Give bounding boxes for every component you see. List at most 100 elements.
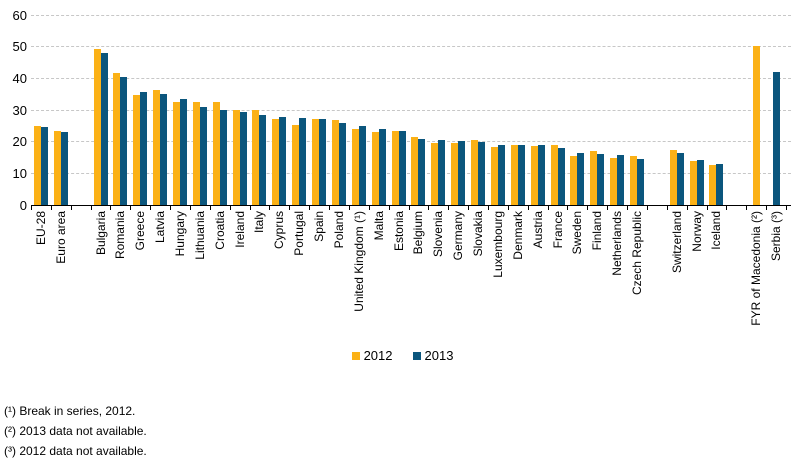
x-axis-tick-33 [686, 206, 688, 210]
bar-2012-15 [351, 128, 359, 205]
category-label-20: Germany [451, 211, 466, 261]
x-axis-tick-12 [269, 206, 271, 210]
bar-2013-11 [279, 116, 287, 205]
y-axis-label-30: 30 [12, 102, 27, 118]
x-axis-tick-34 [706, 206, 708, 210]
legend-item-2013: 2013 [412, 348, 454, 363]
bar-2013-12 [299, 117, 307, 205]
bar-2013-13 [319, 118, 327, 205]
x-axis-tick-27 [567, 206, 569, 210]
bar-2013-3 [120, 77, 128, 205]
bar-2013-28 [617, 154, 625, 205]
bar-2012-10 [252, 110, 260, 205]
gridline-50 [31, 46, 791, 48]
bar-2013-0 [40, 127, 48, 205]
bar-2012-29 [629, 156, 637, 205]
x-axis-tick-10 [229, 206, 231, 210]
footnotes: (¹) Break in series, 2012. (²) 2013 data… [4, 401, 147, 461]
legend-swatch-2012 [351, 351, 360, 360]
bar-2012-4 [133, 95, 141, 205]
bar-2012-11 [272, 119, 280, 205]
gridline-10 [31, 172, 791, 174]
bar-2013-27 [597, 154, 605, 205]
bar-2013-20 [458, 140, 466, 205]
category-label-33: FYR of Macedonia (²) [749, 211, 764, 326]
y-axis-label-10: 10 [12, 165, 27, 181]
y-axis-label-0: 0 [19, 197, 27, 213]
y-axis-label-20: 20 [12, 134, 27, 150]
x-axis-tick-19 [408, 206, 410, 210]
x-axis-tick-20 [428, 206, 430, 210]
bar-2012-5 [153, 90, 161, 205]
bar-2012-24 [530, 146, 538, 205]
bar-2012-18 [411, 136, 419, 205]
category-label-1: Euro area [53, 211, 68, 264]
x-axis-tick-7 [170, 206, 172, 210]
x-axis-tick-23 [487, 206, 489, 210]
category-label-23: Denmark [510, 211, 525, 260]
category-label-29: Czech Republic [629, 211, 644, 296]
category-label-0: EU-28 [33, 211, 48, 246]
category-label-13: Spain [312, 211, 327, 242]
bar-2013-10 [259, 115, 267, 205]
category-label-14: Poland [331, 211, 346, 249]
legend-swatch-2013 [412, 351, 421, 360]
category-label-2: Bulgaria [93, 211, 108, 256]
bar-2012-17 [391, 130, 399, 205]
category-label-30: Switzerland [669, 211, 684, 274]
x-axis-tick-28 [587, 206, 589, 210]
gridline-30 [31, 109, 791, 111]
gridline-60 [31, 14, 791, 16]
bar-2012-30 [669, 149, 677, 205]
category-label-6: Hungary [173, 211, 187, 257]
category-label-34: Serbia (³) [769, 211, 784, 262]
x-axis-tick-30 [627, 206, 629, 210]
x-axis-tick-35 [726, 206, 728, 210]
bar-2013-23 [517, 145, 525, 205]
footnote-2: (²) 2013 data not available. [4, 424, 147, 438]
category-label-10: Italy [252, 211, 267, 234]
footnote-3: (³) 2012 data not available. [4, 444, 147, 458]
category-label-27: Finland [590, 211, 605, 251]
x-axis-tick-11 [249, 206, 251, 210]
x-axis-tick-5 [130, 206, 132, 210]
legend-item-2012: 2012 [351, 348, 393, 363]
x-axis-tick-1 [50, 206, 52, 210]
x-axis-tick-17 [368, 206, 370, 210]
x-axis-tick-24 [507, 206, 509, 210]
category-label-15: United Kingdom (¹) [351, 211, 366, 312]
category-label-19: Slovenia [431, 211, 446, 258]
bar-2013-6 [180, 98, 187, 205]
bar-2012-19 [431, 142, 439, 205]
category-label-24: Austria [530, 211, 545, 249]
legend-label-2013: 2013 [424, 348, 454, 363]
category-label-25: France [550, 211, 565, 249]
bar-2012-0 [33, 126, 41, 205]
bar-2013-26 [577, 153, 585, 205]
x-axis-tick-0 [31, 206, 32, 210]
bar-2012-12 [292, 124, 300, 205]
bar-2013-29 [636, 158, 644, 205]
y-axis-label-60: 60 [12, 7, 27, 23]
y-axis-label-40: 40 [12, 70, 27, 86]
x-axis-tick-31 [646, 206, 648, 210]
bar-2012-33 [752, 45, 760, 205]
bar-2012-20 [451, 142, 459, 205]
bar-2012-7 [192, 102, 200, 205]
category-label-17: Estonia [391, 211, 406, 252]
category-label-12: Portugal [292, 211, 307, 256]
category-label-9: Ireland [232, 211, 247, 248]
bar-2012-22 [490, 146, 498, 205]
bar-2012-28 [610, 157, 618, 205]
bar-2012-9 [232, 110, 240, 205]
bar-2013-1 [60, 131, 68, 205]
category-label-28: Netherlands [610, 211, 625, 276]
x-axis-tick-6 [150, 206, 152, 210]
bar-2013-31 [696, 160, 704, 205]
bar-2013-8 [219, 110, 227, 205]
bar-2013-25 [557, 147, 565, 205]
gridline-20 [31, 141, 791, 143]
bar-2013-17 [398, 130, 406, 205]
bar-2013-5 [160, 93, 168, 205]
